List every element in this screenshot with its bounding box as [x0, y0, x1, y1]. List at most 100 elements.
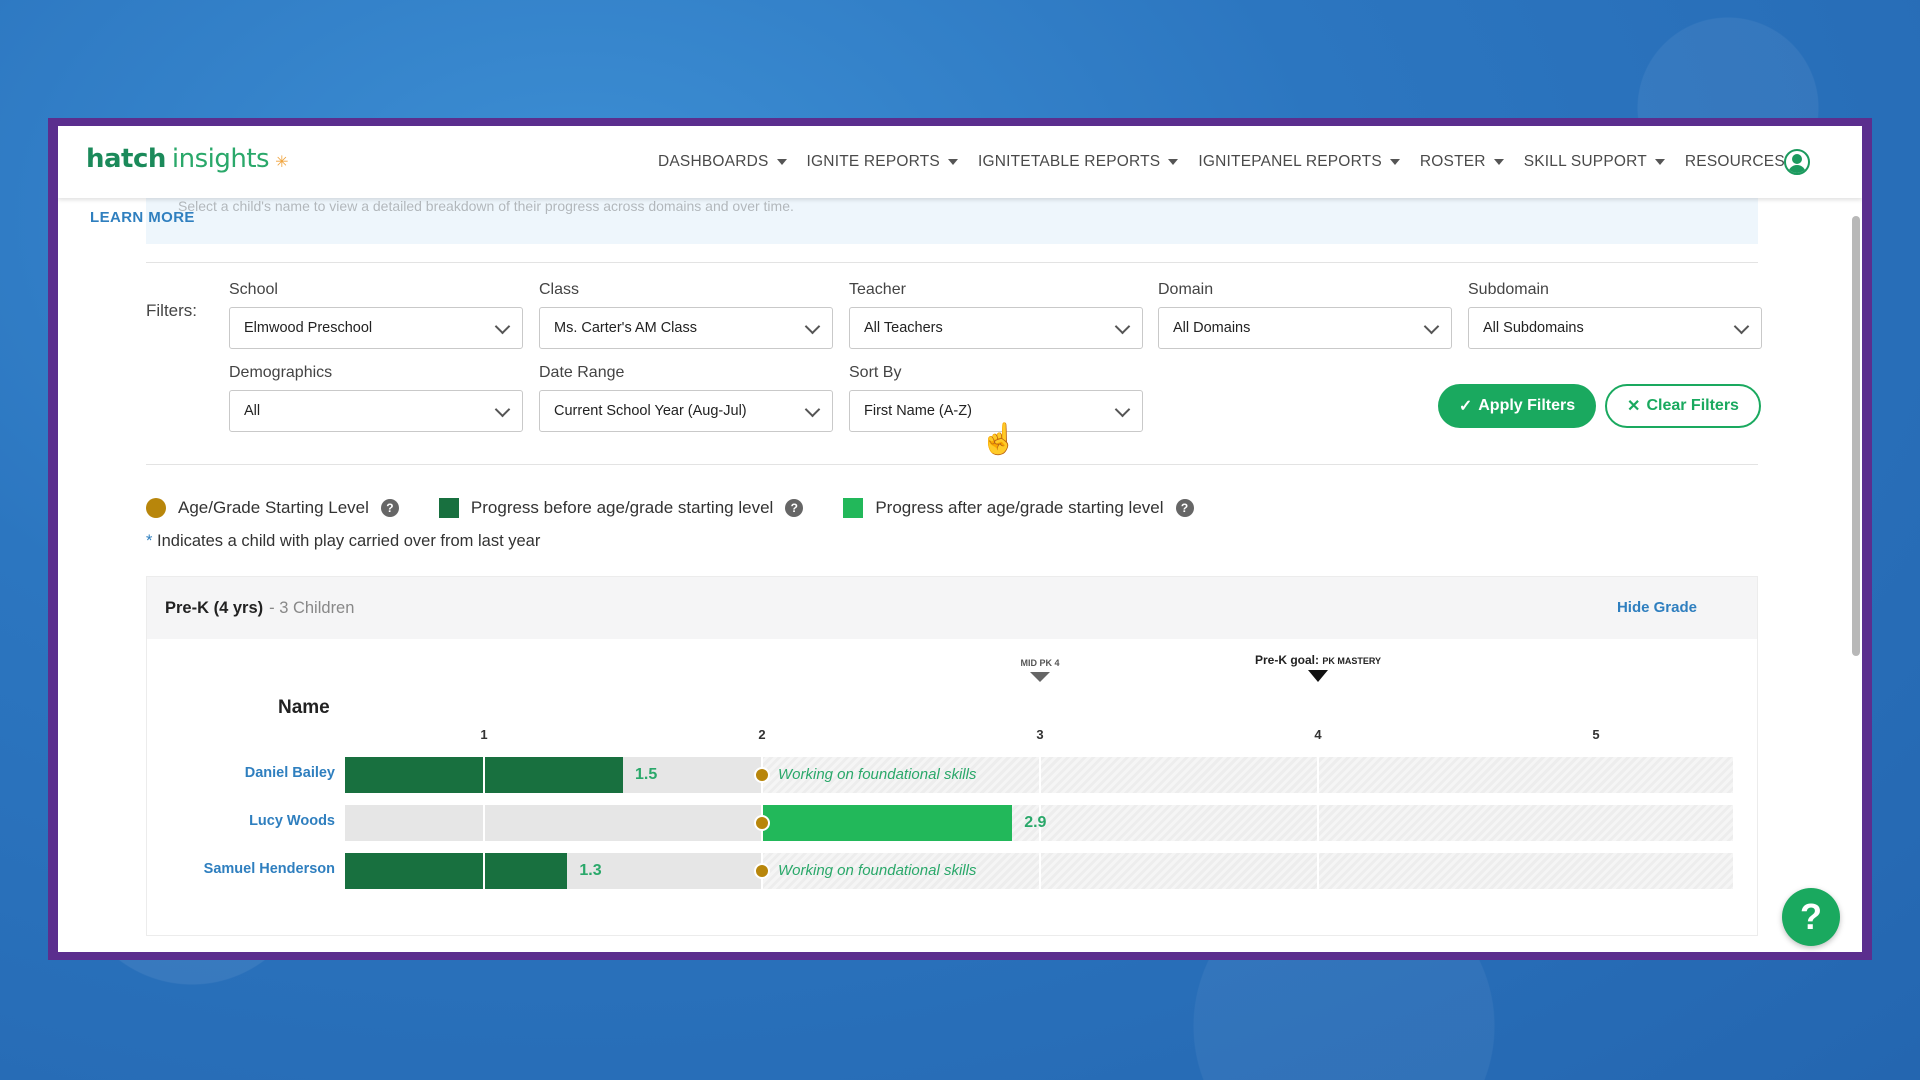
demographics-select[interactable]: All	[229, 390, 523, 432]
nav-label: RESOURCES	[1684, 153, 1785, 170]
legend-progress-after: Progress after age/grade starting level …	[843, 498, 1194, 518]
grid-line	[483, 757, 485, 793]
teacher-select[interactable]: All Teachers	[849, 307, 1143, 349]
select-value: All Subdomains	[1483, 320, 1584, 336]
date-range-filter: Date Range Current School Year (Aug-Jul)	[539, 364, 833, 432]
pk-goal-label: Pre-K goal: PK MASTERY	[1255, 653, 1381, 667]
goal-marker-triangle-icon	[1308, 670, 1328, 682]
main-nav: DASHBOARDS IGNITE REPORTS IGNITETABLE RE…	[658, 126, 1823, 198]
chevron-down-icon	[804, 318, 821, 335]
select-value: Current School Year (Aug-Jul)	[554, 403, 747, 419]
divider	[146, 262, 1758, 263]
field-label: Sort By	[849, 364, 902, 381]
goal-prefix: Pre-K goal:	[1254, 653, 1319, 667]
starting-level-dot-icon	[754, 863, 770, 879]
help-icon[interactable]: ?	[380, 499, 399, 517]
help-icon[interactable]: ?	[1175, 499, 1194, 517]
nav-skill-support[interactable]: SKILL SUPPORT	[1524, 153, 1665, 171]
app-window: hatch insights ✳ DASHBOARDS IGNITE REPOR…	[58, 126, 1862, 952]
nav-ignite-reports[interactable]: IGNITE REPORTS	[807, 153, 958, 171]
class-filter: Class Ms. Carter's AM Class	[539, 281, 833, 349]
starting-level-dot-icon	[146, 498, 166, 518]
banner-text: Select a child's name to view a detailed…	[178, 198, 794, 214]
progress-track: 1.3 Working on foundational skills	[345, 853, 1733, 889]
question-icon: ?	[1800, 896, 1822, 937]
status-text: Working on foundational skills	[778, 766, 977, 783]
top-nav-bar: hatch insights ✳ DASHBOARDS IGNITE REPOR…	[58, 126, 1862, 198]
help-button[interactable]: ?	[1782, 888, 1840, 946]
nav-ignitepanel-reports[interactable]: IGNITEPANEL REPORTS	[1198, 153, 1400, 171]
field-label: Subdomain	[1468, 281, 1549, 298]
nav-label: IGNITETABLE REPORTS	[977, 153, 1161, 170]
logo-spark-icon: ✳	[275, 152, 289, 171]
app-frame: hatch insights ✳ DASHBOARDS IGNITE REPOR…	[48, 118, 1872, 960]
progress-value: 1.5	[635, 766, 658, 783]
progress-value: 2.9	[1024, 814, 1047, 831]
scale-tick-label: 4	[1314, 727, 1322, 742]
field-label: Class	[539, 281, 580, 298]
child-name-link[interactable]: Lucy Woods	[249, 813, 335, 829]
scale-tick-label: 5	[1592, 727, 1600, 742]
date-range-select[interactable]: Current School Year (Aug-Jul)	[539, 390, 833, 432]
goal-marker: PK MASTERY	[1322, 656, 1382, 666]
chevron-down-icon	[494, 401, 511, 418]
help-icon[interactable]: ?	[785, 499, 804, 517]
legend-label: Progress after age/grade starting level	[875, 498, 1164, 517]
domain-filter: Domain All Domains	[1158, 281, 1452, 349]
school-select[interactable]: Elmwood Preschool	[229, 307, 523, 349]
asterisk: *	[146, 532, 153, 550]
legend-starting-level: Age/Grade Starting Level ?	[146, 498, 399, 518]
progress-track: 1.5 Working on foundational skills	[345, 757, 1733, 793]
field-label: Domain	[1158, 281, 1214, 298]
status-text: Working on foundational skills	[778, 862, 977, 879]
clear-label: Clear Filters	[1646, 397, 1739, 414]
school-filter: School Elmwood Preschool	[229, 281, 523, 349]
filters-label: Filters:	[146, 301, 197, 320]
caret-down-icon	[776, 159, 787, 165]
sort-by-select[interactable]: First Name (A-Z)	[849, 390, 1143, 432]
caret-down-icon	[1389, 159, 1400, 165]
progress-value: 1.3	[579, 862, 602, 879]
select-value: All	[244, 403, 261, 419]
apply-filters-button[interactable]: ✓ Apply Filters	[1438, 384, 1596, 428]
subdomain-select[interactable]: All Subdomains	[1468, 307, 1762, 349]
nav-roster[interactable]: ROSTER	[1420, 153, 1504, 171]
nav-ignitetable-reports[interactable]: IGNITETABLE REPORTS	[977, 153, 1179, 171]
legend: Age/Grade Starting Level ? Progress befo…	[146, 498, 1234, 518]
user-avatar-icon[interactable]	[1784, 149, 1810, 175]
grid-line	[1317, 757, 1319, 793]
hatch-insights-logo[interactable]: hatch insights ✳	[86, 144, 289, 174]
caret-down-icon	[947, 159, 958, 165]
nav-label: DASHBOARDS	[658, 153, 769, 170]
pre-level-region	[345, 805, 762, 841]
chevron-down-icon	[1114, 401, 1131, 418]
mid-pk4-label: MID PK 4	[1020, 658, 1060, 668]
progress-track: 2.9	[345, 805, 1733, 841]
chevron-down-icon	[494, 318, 511, 335]
mid-marker-triangle-icon	[1030, 672, 1050, 682]
grid-line	[1039, 805, 1041, 841]
scrollbar[interactable]	[1852, 216, 1860, 656]
domain-select[interactable]: All Domains	[1158, 307, 1452, 349]
legend-label: Age/Grade Starting Level	[178, 498, 369, 517]
chevron-down-icon	[804, 401, 821, 418]
scale-tick-label: 1	[480, 727, 488, 742]
chevron-down-icon	[1423, 318, 1440, 335]
child-name-link[interactable]: Daniel Bailey	[244, 765, 335, 781]
legend-label: Progress before age/grade starting level	[470, 498, 774, 517]
progress-after-swatch-icon	[843, 498, 864, 518]
logo-sub: insights	[171, 144, 270, 174]
logo-main: hatch	[86, 144, 166, 174]
nav-label: IGNITEPANEL REPORTS	[1198, 153, 1382, 170]
class-select[interactable]: Ms. Carter's AM Class	[539, 307, 833, 349]
demographics-filter: Demographics All	[229, 364, 523, 432]
clear-filters-button[interactable]: ✕ Clear Filters	[1605, 384, 1761, 428]
hide-grade-link[interactable]: Hide Grade	[1616, 599, 1697, 616]
learn-more-link[interactable]: LEARN MORE	[90, 209, 195, 226]
grade-panel: Pre-K (4 yrs) - 3 Children Hide Grade Na…	[146, 576, 1758, 936]
nav-label: ROSTER	[1419, 153, 1486, 170]
child-name-link[interactable]: Samuel Henderson	[203, 861, 335, 877]
grid-line	[1039, 757, 1041, 793]
name-column-header: Name	[278, 697, 330, 718]
nav-dashboards[interactable]: DASHBOARDS	[658, 153, 787, 171]
